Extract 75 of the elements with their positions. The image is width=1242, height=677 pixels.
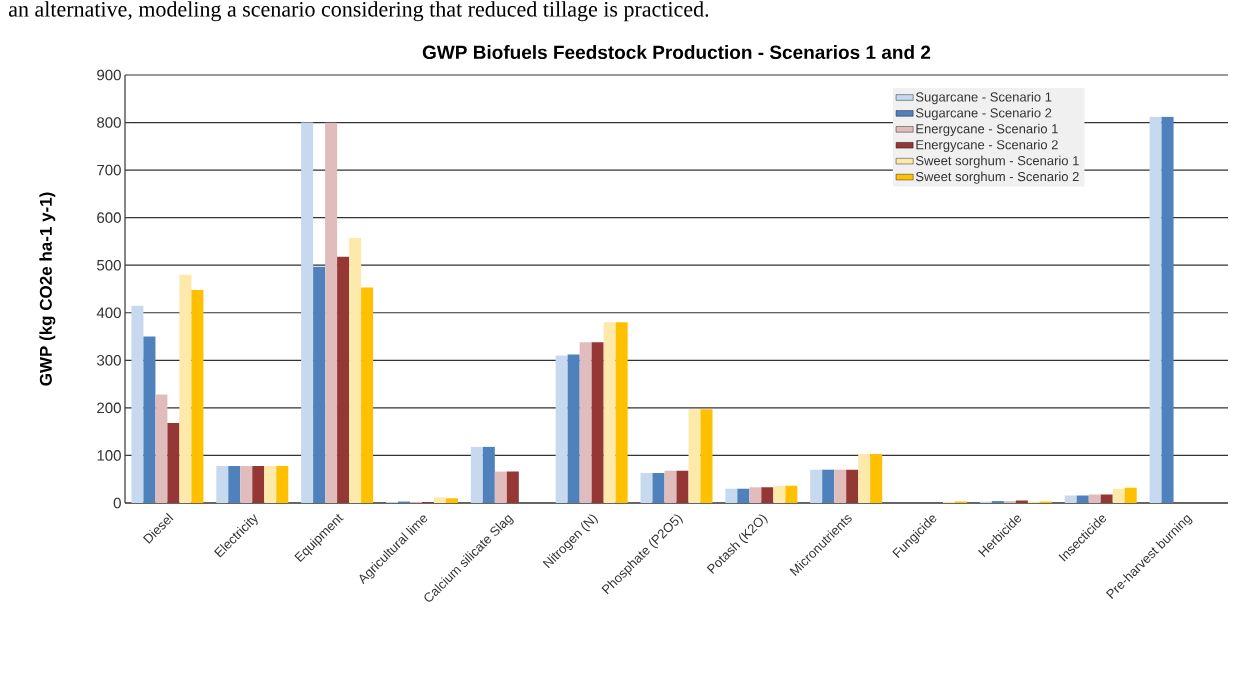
chart-title: GWP Biofuels Feedstock Production - Scenarios 1 and 2 xyxy=(422,45,931,60)
legend-label: Sugarcane - Scenario 2 xyxy=(915,107,1052,121)
y-tick-label: 0 xyxy=(113,497,121,509)
bar xyxy=(216,465,229,503)
bar xyxy=(664,470,677,503)
bar xyxy=(313,266,326,503)
bar xyxy=(301,122,314,503)
bar xyxy=(179,274,192,503)
bar xyxy=(167,423,180,503)
y-tick-label: 500 xyxy=(97,259,121,271)
bar xyxy=(761,487,774,503)
bar xyxy=(494,471,507,503)
bar xyxy=(482,446,495,503)
bar xyxy=(1112,488,1125,503)
bar xyxy=(1076,495,1089,503)
y-tick-label: 600 xyxy=(97,212,121,223)
y-axis-title: GWP (kg CO2e ha-1 y-1) xyxy=(39,192,56,386)
bar xyxy=(131,305,144,503)
bar xyxy=(506,471,519,503)
bar xyxy=(846,469,859,503)
bar xyxy=(737,488,750,503)
bar xyxy=(555,355,568,503)
bar xyxy=(652,473,665,503)
bar xyxy=(1088,494,1101,503)
bar xyxy=(725,488,738,503)
y-tick-label: 200 xyxy=(97,402,121,414)
bar xyxy=(252,465,265,503)
bar xyxy=(240,465,253,503)
bar xyxy=(361,287,374,503)
legend-label: Sugarcane - Scenario 1 xyxy=(915,92,1052,105)
y-tick-label: 900 xyxy=(97,69,121,81)
bar xyxy=(785,485,798,503)
bar xyxy=(276,465,289,503)
bar xyxy=(579,342,592,503)
text: an alternative, modeling a scenario considering that reduced tillage is practiced. xyxy=(8,1,709,22)
bar xyxy=(858,454,871,503)
bar xyxy=(143,336,156,503)
y-tick-label: 100 xyxy=(97,450,121,461)
bar xyxy=(591,342,604,503)
bar xyxy=(567,354,580,503)
bar xyxy=(1161,116,1174,503)
bar xyxy=(264,465,277,503)
y-tick-label: 400 xyxy=(96,307,121,319)
y-tick-label: 300 xyxy=(97,355,121,366)
bar xyxy=(700,409,713,503)
bar xyxy=(337,256,350,503)
bar xyxy=(870,454,883,503)
bar xyxy=(810,469,823,503)
bar xyxy=(773,485,786,503)
bar xyxy=(640,473,653,503)
bar xyxy=(228,465,241,503)
bar xyxy=(349,238,362,503)
bar xyxy=(445,498,458,503)
legend-label: Energycane - Scenario 2 xyxy=(916,139,1058,152)
legend-label: Sweet sorghum - Scenario 2 xyxy=(915,171,1079,184)
bar xyxy=(688,409,701,503)
legend-label: Sweet sorghum - Scenario 1 xyxy=(915,155,1079,168)
bar xyxy=(822,469,835,503)
bar xyxy=(1124,487,1137,503)
bar xyxy=(325,122,338,503)
bar xyxy=(834,469,847,503)
bar xyxy=(155,394,168,503)
bar xyxy=(615,322,628,503)
bar xyxy=(749,487,762,503)
y-tick-label: 700 xyxy=(97,164,121,176)
bar xyxy=(1064,495,1077,503)
bar xyxy=(1149,116,1162,503)
bar xyxy=(603,322,616,503)
legend-label: Energycane - Scenario 1 xyxy=(916,123,1058,136)
bar xyxy=(676,470,689,503)
bar xyxy=(1100,494,1113,503)
y-tick-label: 800 xyxy=(97,117,121,128)
bar xyxy=(433,497,446,503)
bar xyxy=(470,446,483,503)
bar xyxy=(191,289,204,503)
